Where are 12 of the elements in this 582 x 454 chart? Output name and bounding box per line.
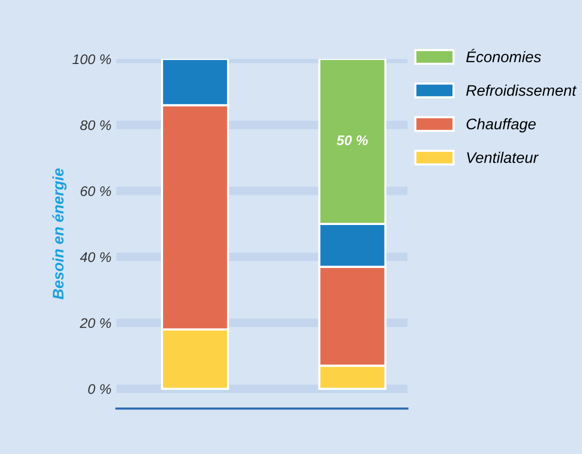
legend-label: Économies [466,48,542,62]
y-tick-label: 0 % [88,384,111,394]
y-tick-label: 20 % [80,318,111,328]
legend-label: Ventilateur [467,152,539,164]
data-label: 50 % [336,135,368,146]
legend-label: Refroidissement [466,84,577,96]
y-tick-label: 60 % [80,186,111,196]
y-tick-label: 40 % [80,252,111,262]
legend-label: Chauffage [466,118,536,132]
y-axis-title: Besoin en énergie [52,168,67,300]
y-tick-label: 80 % [80,120,111,130]
y-tick-label: 100 % [72,54,111,64]
